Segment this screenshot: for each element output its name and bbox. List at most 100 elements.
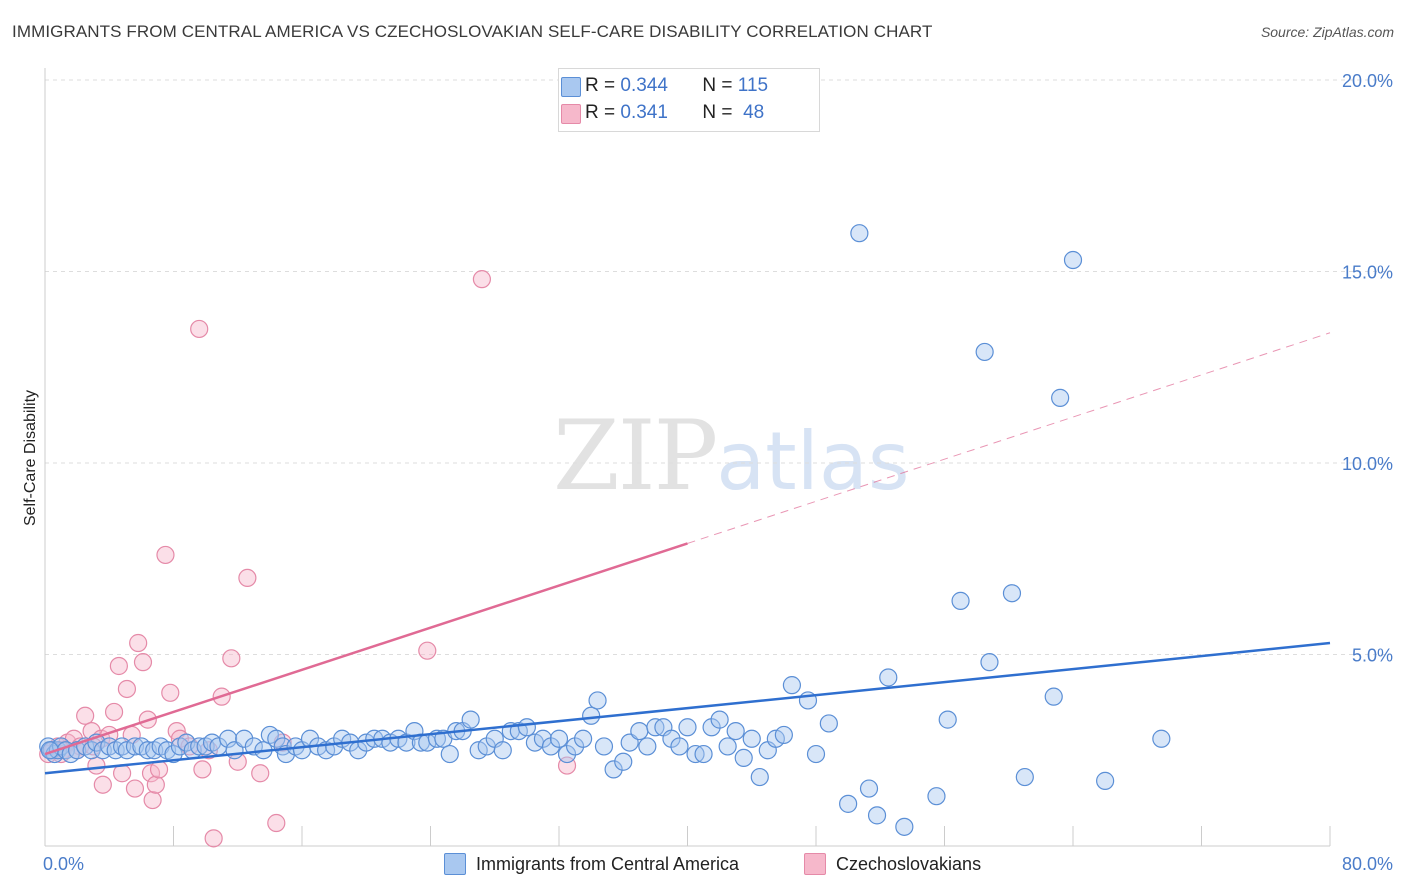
y-tick-label: 5.0%: [1352, 646, 1393, 666]
central-america-point: [630, 721, 649, 741]
central-america-point: [742, 729, 761, 748]
y-tick-label: 15.0%: [1342, 263, 1393, 283]
central-america-point: [1044, 687, 1063, 706]
czechoslovakian-point: [267, 813, 286, 833]
central-america-point: [1051, 388, 1070, 407]
watermark-zip: ZIP: [553, 400, 718, 512]
czechoslovakian-point: [222, 649, 241, 668]
central-america-point: [782, 676, 802, 695]
central-america-point: [951, 591, 970, 610]
czechoslovakian-point: [129, 633, 148, 653]
y-axis-title: Self-Care Disability: [22, 390, 39, 526]
legend-n-value: 115: [737, 75, 769, 96]
czechoslovakian-point: [125, 779, 145, 798]
czechoslovakian-point: [156, 545, 175, 565]
central-america-point: [750, 767, 769, 787]
central-america-point: [638, 737, 657, 756]
central-america-point: [461, 710, 480, 729]
central-america-point: [235, 729, 254, 748]
czechoslovakian-point: [204, 829, 223, 848]
central-america-point: [219, 729, 238, 748]
grid-layer: [45, 79, 1390, 655]
trend-layer: [44, 332, 1331, 775]
czechoslovakian-point: [76, 706, 95, 725]
bottom-legend-central-america: Immigrants from Central America: [444, 852, 739, 876]
czechoslovakian-point: [112, 764, 132, 783]
czechoslovakian-point: [133, 653, 153, 672]
central-america-point: [859, 779, 879, 798]
legend-r-value: 0.341: [620, 102, 668, 123]
legend-n-label: N =: [702, 102, 733, 123]
central-america-point: [1152, 729, 1171, 748]
legend-r-label: R =: [585, 102, 616, 123]
legend-swatch-blue: [561, 77, 581, 97]
central-america-point: [938, 710, 957, 729]
bottom-legend-label: Immigrants from Central America: [476, 853, 740, 874]
central-america-point: [879, 668, 898, 687]
central-america-point: [493, 741, 512, 760]
bottom-swatch-blue: [444, 853, 466, 875]
central-america-point: [1002, 584, 1022, 603]
czechoslovakian-point: [143, 790, 162, 810]
central-america-point: [839, 794, 858, 813]
legend-row-czechoslovakians: R = 0.341 N = 48: [561, 100, 765, 126]
czechoslovakian-point: [87, 756, 106, 775]
central-america-point: [573, 729, 593, 748]
x-tick-label-max: 80.0%: [1342, 854, 1393, 874]
stats-legend: R = 0.344 N = 115 R = 0.341 N = 48: [558, 68, 820, 132]
central-america-point: [867, 806, 887, 825]
central-america-point: [678, 718, 697, 737]
watermark: ZIPatlas: [553, 400, 910, 512]
central-america-point: [927, 787, 946, 806]
legend-swatch-pink: [561, 104, 581, 124]
legend-n-label: N =: [702, 75, 733, 96]
watermark-atlas: atlas: [716, 415, 910, 508]
central-america-point: [774, 725, 793, 745]
central-america-point: [517, 718, 536, 737]
czechoslovakian-point: [190, 319, 209, 339]
czechoslovakian-point: [472, 270, 491, 289]
central-america-point: [1096, 771, 1115, 790]
central-america-point: [594, 737, 614, 756]
central-america-point: [604, 760, 623, 779]
central-america-point: [819, 714, 838, 733]
central-america-point: [614, 752, 633, 771]
central-america-point: [895, 817, 914, 836]
bottom-swatch-pink: [804, 853, 826, 875]
czechoslovakian-trend-line: [44, 542, 688, 756]
bottom-legend-czechoslovakians: Czechoslovakians: [804, 852, 981, 876]
central-america-points: [39, 224, 1171, 836]
central-america-point: [440, 744, 459, 764]
y-tick-label: 20.0%: [1342, 71, 1393, 91]
central-america-point: [588, 691, 607, 710]
legend-row-central-america: R = 0.344 N = 115: [561, 73, 769, 99]
czechoslovakian-trend-extension: [687, 332, 1331, 544]
czechoslovakian-point: [251, 764, 270, 783]
x-tick-label-min: 0.0%: [43, 854, 84, 874]
central-america-point: [980, 653, 999, 672]
central-america-point: [582, 706, 601, 725]
central-america-trend-line: [44, 641, 1331, 775]
czechoslovakian-point: [146, 775, 165, 794]
central-america-point: [806, 744, 826, 764]
central-america-point: [549, 729, 569, 748]
central-america-point: [1015, 767, 1034, 787]
czechoslovakian-point: [109, 656, 128, 676]
central-america-point: [670, 737, 689, 756]
central-america-point: [850, 224, 869, 243]
czechoslovakian-point: [418, 641, 437, 660]
central-america-point: [1063, 250, 1083, 270]
central-america-point: [710, 710, 729, 729]
central-america-point: [734, 748, 753, 768]
legend-r-label: R =: [585, 75, 616, 96]
central-america-point: [694, 744, 713, 764]
legend-n-value: 48: [743, 102, 765, 123]
central-america-point: [726, 721, 745, 741]
axis-layer: [44, 68, 1331, 847]
y-tick-label: 10.0%: [1342, 454, 1393, 474]
czechoslovakian-point: [193, 760, 212, 779]
czechoslovakian-points: [39, 270, 577, 848]
legend-r-value: 0.344: [620, 75, 668, 96]
chart-title: IMMIGRANTS FROM CENTRAL AMERICA VS CZECH…: [12, 22, 933, 41]
